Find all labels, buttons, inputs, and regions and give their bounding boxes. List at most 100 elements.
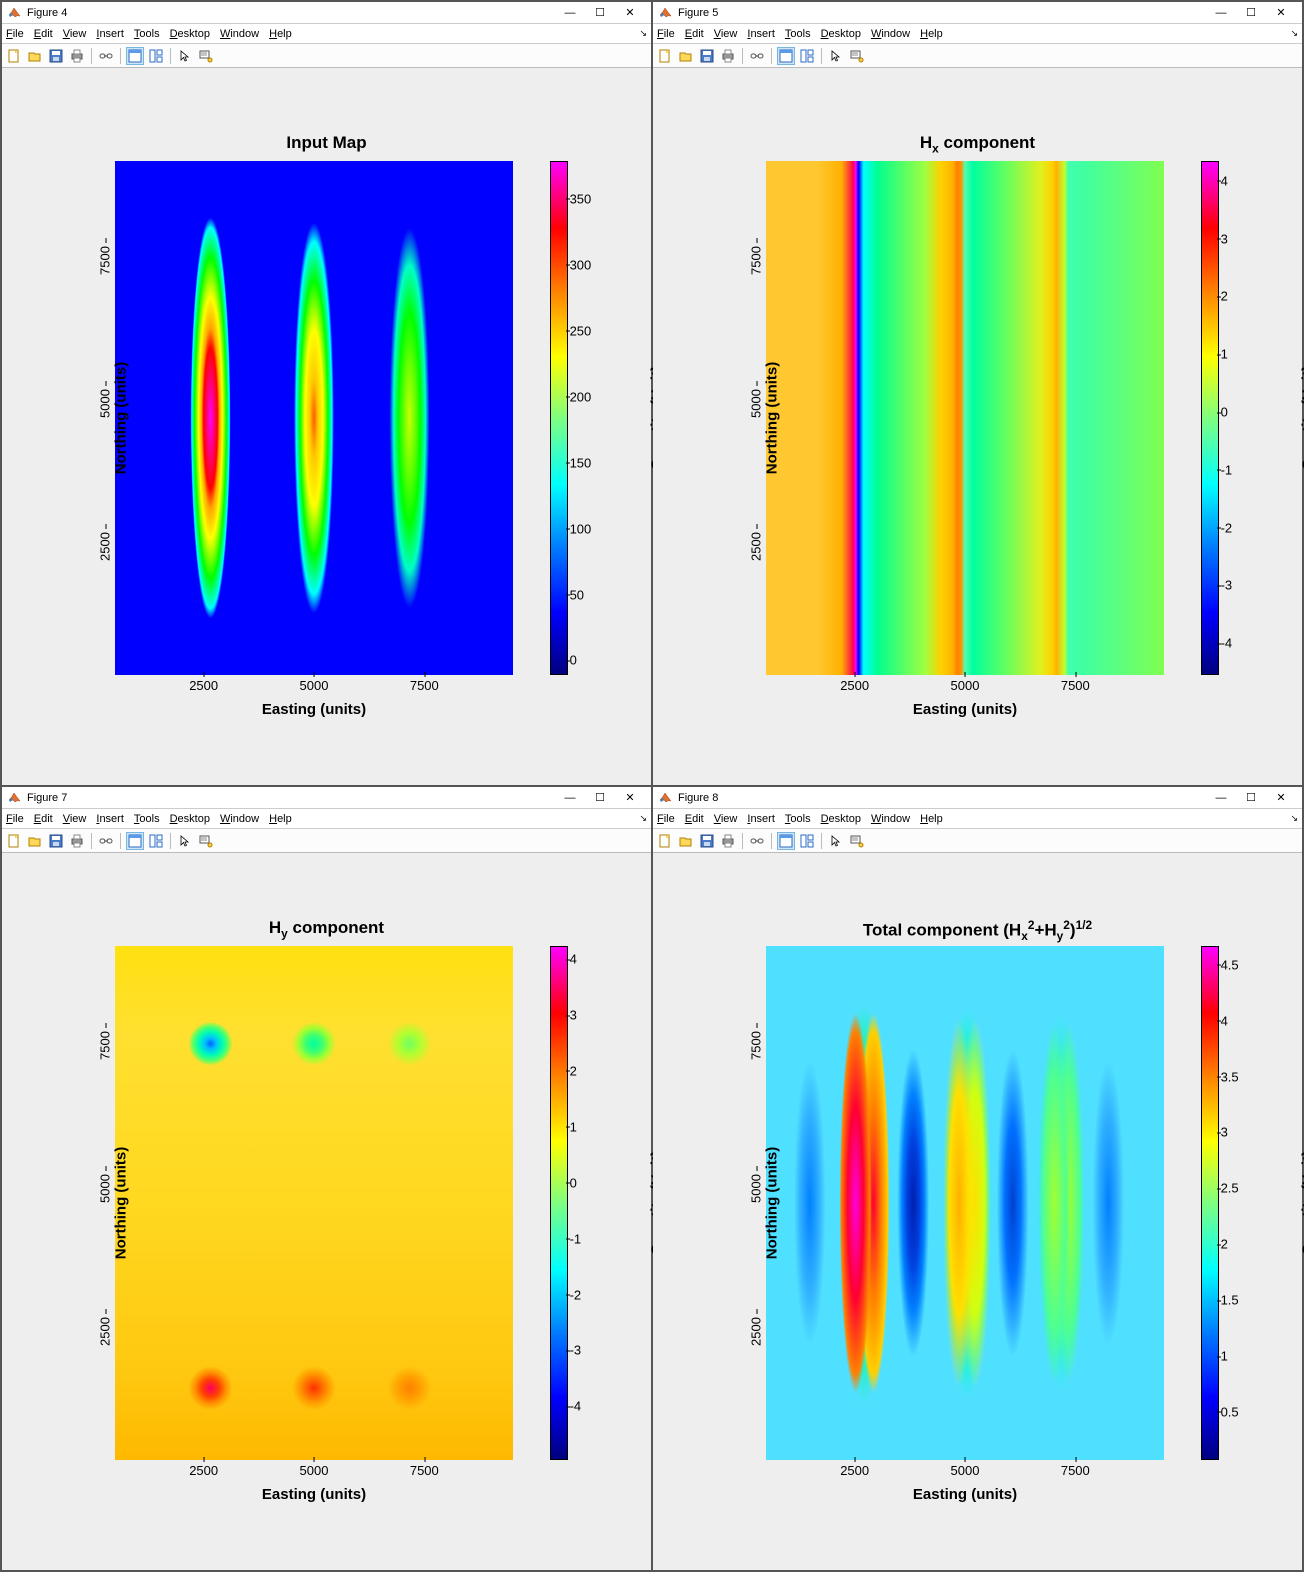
menu-desktop[interactable]: Desktop bbox=[821, 28, 861, 40]
datatip-icon[interactable] bbox=[197, 832, 215, 850]
open-icon[interactable] bbox=[26, 47, 44, 65]
dock-arrow-icon[interactable]: ↘ bbox=[1290, 813, 1298, 824]
menu-edit[interactable]: Edit bbox=[685, 28, 704, 40]
menubar: File Edit View Insert Tools Desktop Window Help… bbox=[653, 809, 1302, 829]
menu-insert[interactable]: Insert bbox=[747, 813, 775, 825]
menu-help[interactable]: Help bbox=[269, 813, 292, 825]
save-icon[interactable] bbox=[47, 832, 65, 850]
colorbar-tick: 100 bbox=[570, 521, 592, 536]
menu-help[interactable]: Help bbox=[920, 28, 943, 40]
dock-icon[interactable] bbox=[777, 832, 795, 850]
menu-desktop[interactable]: Desktop bbox=[821, 813, 861, 825]
xtick: 2500 bbox=[189, 1463, 218, 1478]
ytick: 2500 bbox=[749, 532, 764, 561]
maximize-button[interactable]: ☐ bbox=[585, 791, 615, 804]
open-icon[interactable] bbox=[677, 832, 695, 850]
fig7-window: Figure 7—☐✕FileEditViewInsertToolsDeskto… bbox=[1, 786, 652, 1571]
menu-view[interactable]: View bbox=[714, 28, 738, 40]
minimize-button[interactable]: — bbox=[555, 792, 585, 804]
menu-file[interactable]: File bbox=[6, 28, 24, 40]
colorbar-tick: 1 bbox=[1221, 347, 1228, 362]
titlebar: Figure 8—☐✕ bbox=[653, 787, 1302, 809]
save-icon[interactable] bbox=[698, 47, 716, 65]
link-icon[interactable] bbox=[748, 47, 766, 65]
save-icon[interactable] bbox=[47, 47, 65, 65]
datatip-icon[interactable] bbox=[197, 47, 215, 65]
print-icon[interactable] bbox=[719, 47, 737, 65]
menu-edit[interactable]: Edit bbox=[34, 28, 53, 40]
print-icon[interactable] bbox=[68, 47, 86, 65]
maximize-button[interactable]: ☐ bbox=[1236, 6, 1266, 19]
new-icon[interactable] bbox=[656, 832, 674, 850]
menu-help[interactable]: Help bbox=[920, 813, 943, 825]
tile-icon[interactable] bbox=[798, 47, 816, 65]
close-button[interactable]: ✕ bbox=[615, 791, 645, 804]
menu-help[interactable]: Help bbox=[269, 28, 292, 40]
pointer-icon[interactable] bbox=[827, 47, 845, 65]
print-icon[interactable] bbox=[68, 832, 86, 850]
menu-window[interactable]: Window bbox=[871, 28, 910, 40]
new-icon[interactable] bbox=[656, 47, 674, 65]
menu-tools[interactable]: Tools bbox=[134, 813, 160, 825]
tile-icon[interactable] bbox=[147, 832, 165, 850]
dock-icon[interactable] bbox=[777, 47, 795, 65]
menu-window[interactable]: Window bbox=[871, 813, 910, 825]
minimize-button[interactable]: — bbox=[1206, 792, 1236, 804]
link-icon[interactable] bbox=[97, 47, 115, 65]
menu-view[interactable]: View bbox=[714, 813, 738, 825]
minimize-button[interactable]: — bbox=[1206, 7, 1236, 19]
menu-desktop[interactable]: Desktop bbox=[170, 813, 210, 825]
pointer-icon[interactable] bbox=[176, 832, 194, 850]
new-icon[interactable] bbox=[5, 832, 23, 850]
pointer-icon[interactable] bbox=[176, 47, 194, 65]
datatip-icon[interactable] bbox=[848, 832, 866, 850]
menu-window[interactable]: Window bbox=[220, 813, 259, 825]
close-button[interactable]: ✕ bbox=[615, 6, 645, 19]
menu-file[interactable]: File bbox=[657, 28, 675, 40]
menu-file[interactable]: File bbox=[6, 813, 24, 825]
menu-insert[interactable]: Insert bbox=[747, 28, 775, 40]
new-icon[interactable] bbox=[5, 47, 23, 65]
dock-arrow-icon[interactable]: ↘ bbox=[639, 813, 647, 824]
menu-edit[interactable]: Edit bbox=[34, 813, 53, 825]
dock-icon[interactable] bbox=[126, 47, 144, 65]
menu-view[interactable]: View bbox=[63, 28, 87, 40]
ytick: 7500 bbox=[98, 247, 113, 276]
menu-insert[interactable]: Insert bbox=[96, 28, 124, 40]
dock-arrow-icon[interactable]: ↘ bbox=[1290, 28, 1298, 39]
pointer-icon[interactable] bbox=[827, 832, 845, 850]
plot-title: Total component (Hx2+Hy2)1/2 bbox=[711, 918, 1243, 943]
open-icon[interactable] bbox=[677, 47, 695, 65]
maximize-button[interactable]: ☐ bbox=[585, 6, 615, 19]
open-icon[interactable] bbox=[26, 832, 44, 850]
link-icon[interactable] bbox=[97, 832, 115, 850]
heatmap-image bbox=[115, 161, 512, 675]
matlab-logo-icon bbox=[8, 6, 21, 19]
menu-desktop[interactable]: Desktop bbox=[170, 28, 210, 40]
tile-icon[interactable] bbox=[798, 832, 816, 850]
colorbar-tick: 150 bbox=[570, 455, 592, 470]
menu-view[interactable]: View bbox=[63, 813, 87, 825]
ylabel: Northing (units) bbox=[113, 1147, 130, 1259]
dock-arrow-icon[interactable]: ↘ bbox=[639, 28, 647, 39]
close-button[interactable]: ✕ bbox=[1266, 6, 1296, 19]
colorbar-tick: 50 bbox=[570, 587, 584, 602]
print-icon[interactable] bbox=[719, 832, 737, 850]
menu-insert[interactable]: Insert bbox=[96, 813, 124, 825]
menu-edit[interactable]: Edit bbox=[685, 813, 704, 825]
link-icon[interactable] bbox=[748, 832, 766, 850]
close-button[interactable]: ✕ bbox=[1266, 791, 1296, 804]
tile-icon[interactable] bbox=[147, 47, 165, 65]
menu-window[interactable]: Window bbox=[220, 28, 259, 40]
menu-file[interactable]: File bbox=[657, 813, 675, 825]
datatip-icon[interactable] bbox=[848, 47, 866, 65]
maximize-button[interactable]: ☐ bbox=[1236, 791, 1266, 804]
save-icon[interactable] bbox=[698, 832, 716, 850]
colorbar-tick: -2 bbox=[1221, 520, 1233, 535]
menu-tools[interactable]: Tools bbox=[134, 28, 160, 40]
dock-icon[interactable] bbox=[126, 832, 144, 850]
minimize-button[interactable]: — bbox=[555, 7, 585, 19]
xlabel: Easting (units) bbox=[766, 1486, 1163, 1503]
menu-tools[interactable]: Tools bbox=[785, 813, 811, 825]
menu-tools[interactable]: Tools bbox=[785, 28, 811, 40]
